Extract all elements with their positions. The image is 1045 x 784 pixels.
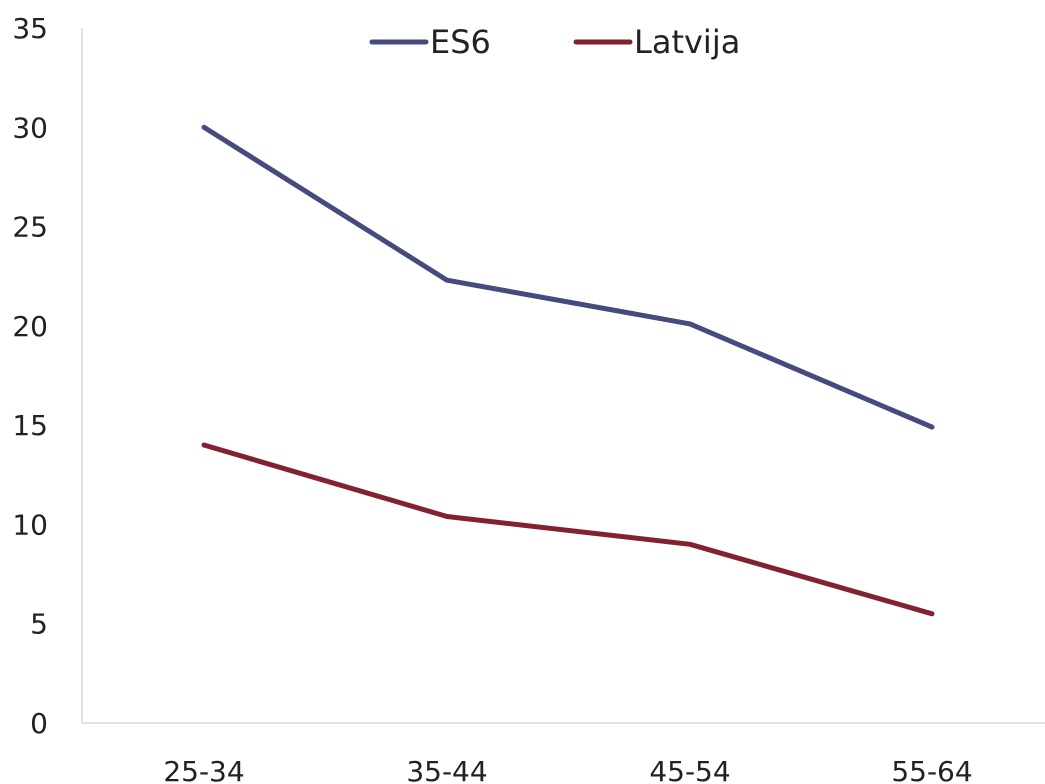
y-tick-label: 35 [12,12,48,45]
y-tick-labels: 0 5 10 15 20 25 30 35 [12,12,48,740]
y-tick-label: 5 [30,608,48,641]
legend-label-es6: ES6 [430,23,491,61]
y-tick-label: 30 [12,111,48,144]
y-tick-label: 0 [30,707,48,740]
x-tick-label: 25-34 [163,755,244,784]
series-lines [201,124,935,617]
series-line-latvija [201,442,935,617]
y-tick-label: 20 [12,310,48,343]
legend: ES6 Latvija [369,23,740,61]
legend-label-latvija: Latvija [634,23,740,61]
x-tick-label: 45-54 [649,755,730,784]
y-tick-label: 25 [12,211,48,244]
y-tick-label: 10 [12,508,48,541]
x-tick-labels: 25-34 35-44 45-54 55-64 [163,755,972,784]
x-tick-label: 35-44 [406,755,487,784]
x-tick-label: 55-64 [891,755,972,784]
y-tick-label: 15 [12,409,48,442]
series-line-es6 [201,124,935,430]
